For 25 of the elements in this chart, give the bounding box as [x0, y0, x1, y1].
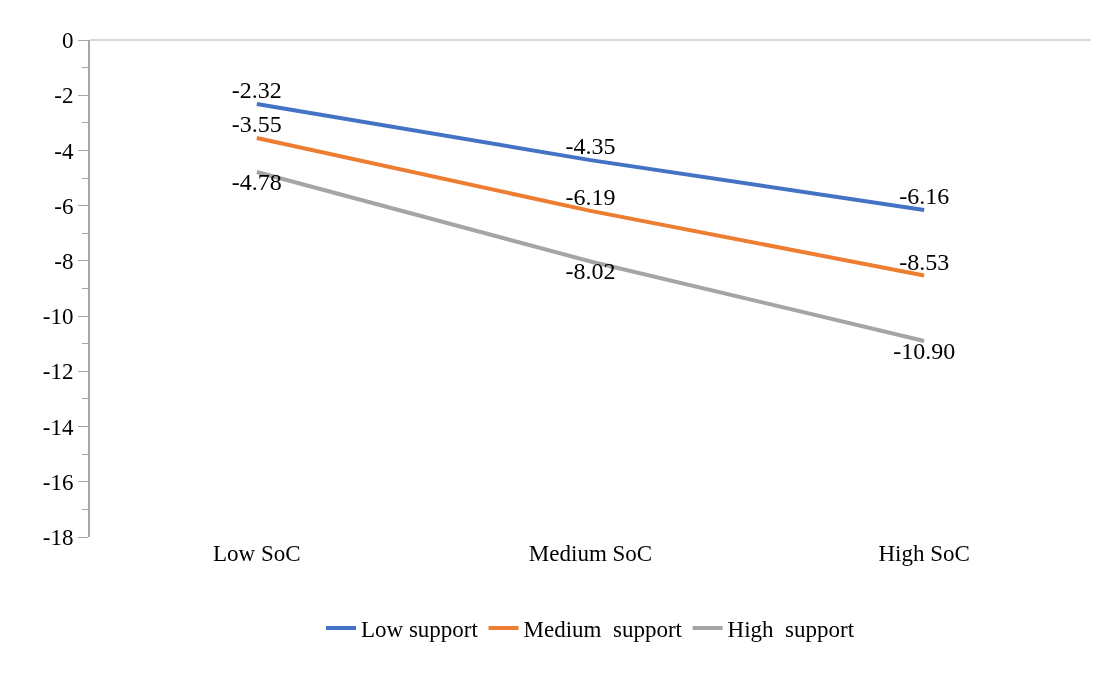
y-tick-label: -4 — [54, 138, 74, 164]
y-tick-label: -10 — [42, 304, 74, 330]
legend-label: Medium support — [523, 617, 683, 642]
data-label: -10.90 — [893, 337, 956, 364]
y-tick-label: -16 — [42, 469, 74, 495]
x-tick-label: Low SoC — [213, 541, 301, 566]
data-label: -8.02 — [565, 258, 616, 285]
y-tick-label: 0 — [61, 28, 74, 54]
x-tick-label: Medium SoC — [528, 541, 653, 566]
y-tick-label: -18 — [42, 525, 74, 551]
data-label: -3.55 — [231, 111, 282, 138]
y-tick-label: -12 — [42, 359, 74, 385]
legend-label: Low support — [361, 617, 479, 642]
data-label: -8.53 — [899, 248, 950, 275]
x-tick-label: High SoC — [878, 541, 970, 566]
data-label: -6.19 — [565, 183, 616, 210]
y-tick-label: -14 — [42, 414, 74, 440]
data-label: -6.16 — [899, 183, 950, 210]
y-tick-label: -2 — [54, 83, 74, 109]
y-tick-label: -8 — [54, 248, 74, 274]
data-label: -4.78 — [231, 168, 282, 195]
y-tick-label: -6 — [54, 193, 74, 219]
data-label: -2.32 — [231, 77, 282, 104]
legend-label: High support — [727, 617, 855, 642]
data-label: -4.35 — [565, 133, 616, 160]
